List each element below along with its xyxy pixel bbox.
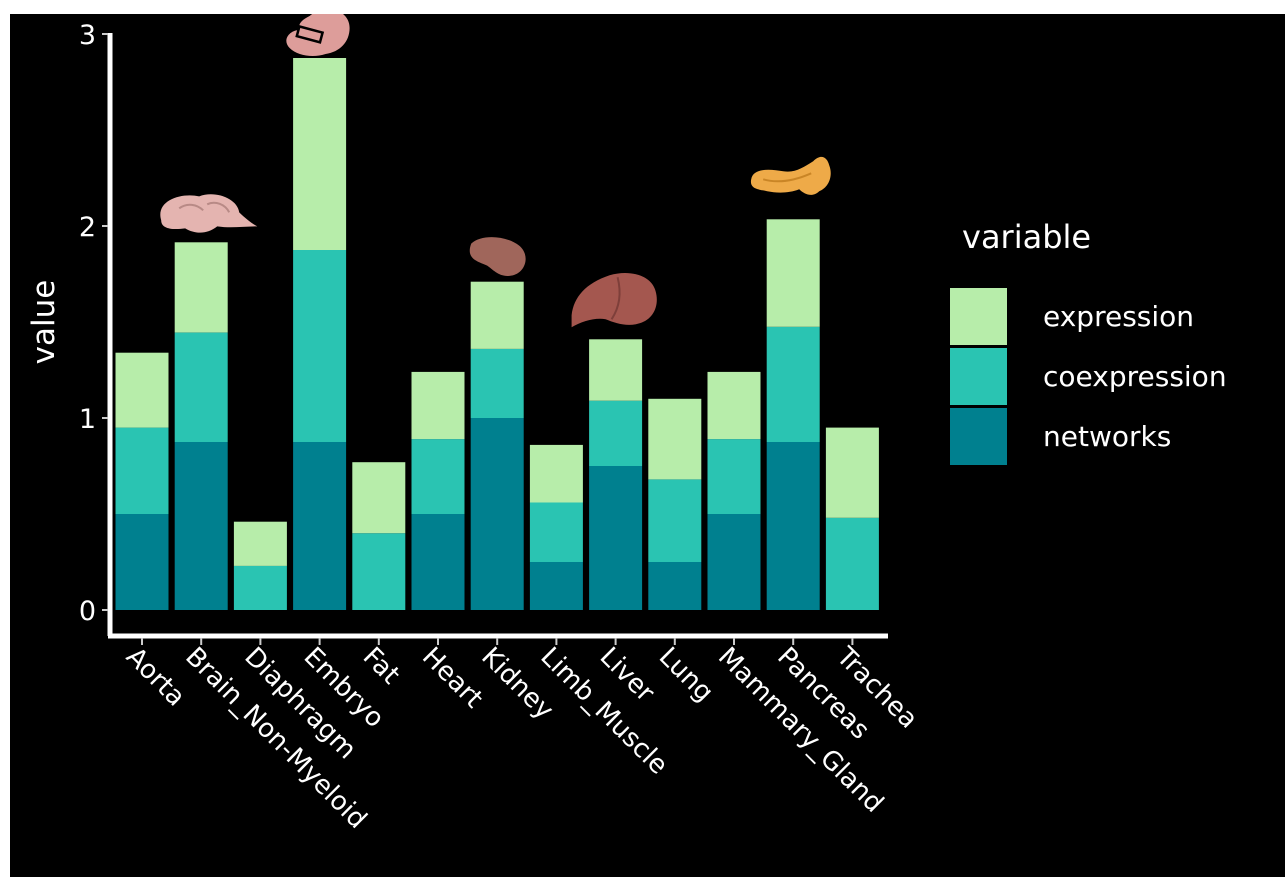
bar-kidney-networks bbox=[470, 418, 524, 610]
bar-heart-expression bbox=[411, 371, 465, 440]
bar-brain-non-myeloid-expression bbox=[174, 242, 228, 333]
bar-embryo-coexpression bbox=[293, 250, 347, 442]
y-tick-label-0: 0 bbox=[79, 596, 96, 627]
bar-limb-muscle-networks bbox=[529, 562, 583, 610]
embryo-icon bbox=[286, 14, 350, 56]
legend-key-expression bbox=[950, 288, 1007, 345]
bar-embryo-networks bbox=[293, 442, 347, 610]
bar-brain-non-myeloid-coexpression bbox=[174, 332, 228, 442]
kidney-icon bbox=[469, 237, 526, 276]
x-tick-label-lung: Lung bbox=[653, 642, 719, 708]
bar-fat-coexpression bbox=[352, 533, 406, 610]
bar-trachea-expression bbox=[825, 427, 879, 518]
bar-pancreas-expression bbox=[766, 219, 820, 327]
y-tick-label-1: 1 bbox=[79, 404, 96, 435]
organ-icons-layer bbox=[160, 14, 831, 328]
liver-icon bbox=[571, 272, 657, 328]
bar-brain-non-myeloid-networks bbox=[174, 442, 228, 610]
legend-key-coexpression bbox=[950, 348, 1007, 405]
chart-frame: 0 1 2 3 Aorta Brain_Non-Myeloid Diaphragm Embry… bbox=[10, 14, 1285, 877]
x-tick-label-fat: Fat bbox=[357, 642, 406, 691]
stacked-bar-chart: 0123AortaBrain_Non-MyeloidDiaphragmEmbry… bbox=[26, 14, 1227, 835]
bar-trachea-coexpression bbox=[825, 517, 879, 610]
bar-mammary-gland-expression bbox=[707, 371, 761, 440]
bar-pancreas-coexpression bbox=[766, 326, 820, 442]
x-tick-label-aorta: Aorta bbox=[120, 642, 191, 713]
bar-aorta-networks bbox=[115, 514, 169, 610]
bar-liver-coexpression bbox=[589, 400, 643, 466]
legend-title: variable bbox=[962, 218, 1091, 256]
bar-mammary-gland-networks bbox=[707, 514, 761, 610]
bar-lung-expression bbox=[648, 398, 702, 480]
bar-diaphragm-coexpression bbox=[233, 565, 287, 610]
bar-kidney-coexpression bbox=[470, 348, 524, 418]
legend-label-expression: expression bbox=[1043, 300, 1194, 333]
bar-aorta-expression bbox=[115, 352, 169, 428]
bar-heart-coexpression bbox=[411, 439, 465, 514]
bar-diaphragm-expression bbox=[233, 521, 287, 566]
bar-limb-muscle-expression bbox=[529, 444, 583, 503]
bar-limb-muscle-coexpression bbox=[529, 502, 583, 562]
bar-pancreas-networks bbox=[766, 442, 820, 610]
bar-heart-networks bbox=[411, 514, 465, 610]
x-tick-label-heart: Heart bbox=[416, 642, 488, 714]
brain-icon bbox=[160, 194, 258, 233]
bar-lung-coexpression bbox=[648, 479, 702, 562]
bars-layer bbox=[115, 58, 879, 610]
legend-label-coexpression: coexpression bbox=[1043, 360, 1227, 393]
bar-kidney-expression bbox=[470, 281, 524, 349]
bar-fat-expression bbox=[352, 462, 406, 534]
bar-mammary-gland-coexpression bbox=[707, 439, 761, 514]
y-tick-label-2: 2 bbox=[79, 212, 96, 243]
legend: variable expression coexpression networks bbox=[950, 218, 1227, 465]
legend-label-networks: networks bbox=[1043, 420, 1171, 453]
legend-key-networks bbox=[950, 408, 1007, 465]
y-tick-label-3: 3 bbox=[79, 20, 96, 51]
bar-lung-networks bbox=[648, 562, 702, 610]
bar-liver-expression bbox=[589, 339, 643, 401]
bar-liver-networks bbox=[589, 466, 643, 610]
bar-aorta-coexpression bbox=[115, 427, 169, 514]
y-axis-label: value bbox=[26, 280, 62, 365]
bar-embryo-expression bbox=[293, 58, 347, 250]
pancreas-icon bbox=[750, 156, 831, 195]
